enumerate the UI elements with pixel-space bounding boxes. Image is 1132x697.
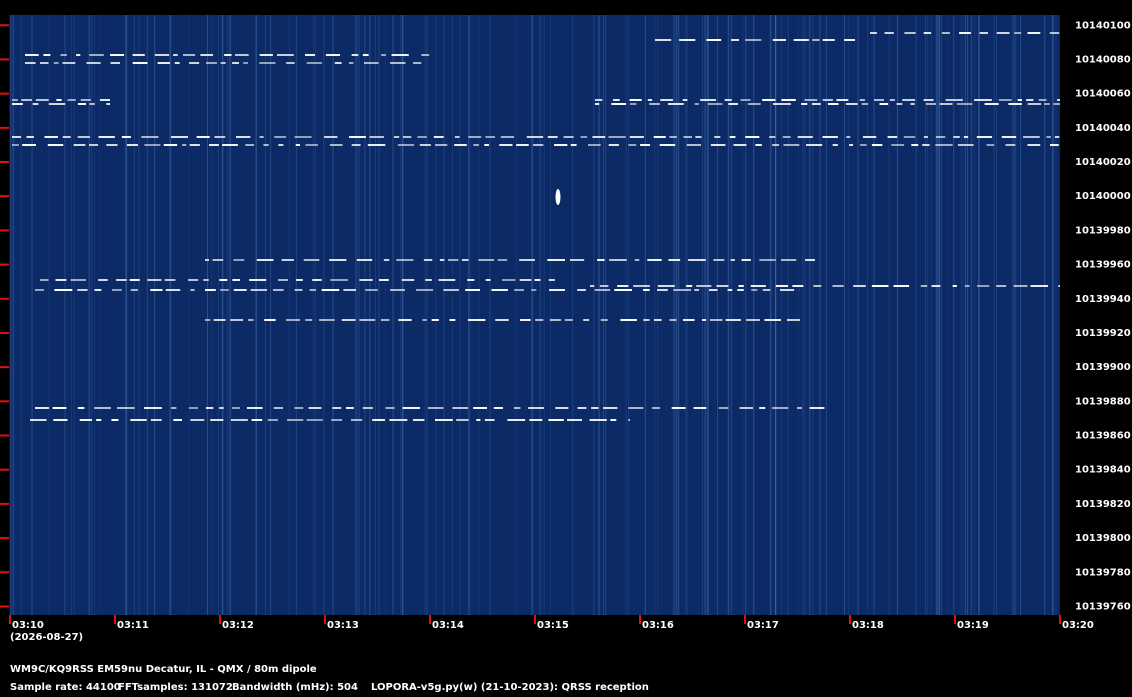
x-tick-label: 03:11 [117,620,149,631]
y-tick-label: 10139780 [1075,567,1131,578]
x-tick-label: 03:13 [327,620,359,631]
x-tick-label: 03:17 [747,620,779,631]
y-tick-label: 10140080 [1075,54,1131,65]
y-tick-label: 10139880 [1075,396,1131,407]
waterfall-texture [9,15,1060,615]
x-tick-label: 03:15 [537,620,569,631]
x-tick-label: 03:12 [222,620,254,631]
y-tick-label: 10139840 [1075,465,1131,476]
y-tick-label: 10140000 [1075,191,1131,202]
x-tick-label: 03:16 [642,620,674,631]
waterfall [10,15,1060,615]
y-tick-label: 10139900 [1075,362,1131,373]
y-tick-label: 10139800 [1075,533,1131,544]
x-tick-label: 03:20 [1062,620,1094,631]
fft-samples: FFTsamples: 131072 [118,682,233,693]
y-tick-label: 10139760 [1075,601,1131,612]
bandwidth: Bandwidth (mHz): 504 [232,682,358,693]
y-tick-label: 10139920 [1075,328,1131,339]
y-tick-label: 10139860 [1075,431,1131,442]
y-tick-label: 10140040 [1075,123,1131,134]
y-tick-label: 10140020 [1075,157,1131,168]
x-tick-label: 03:10 [12,620,44,631]
y-tick-label: 10139960 [1075,260,1131,271]
x-tick-label: 03:14 [432,620,464,631]
y-tick-label: 10139940 [1075,294,1131,305]
date-label: (2026-08-27) [10,632,83,643]
software: LOPORA-v5g.py(w) (21-10-2023): QRSS rece… [371,682,649,693]
x-tick-label: 03:19 [957,620,989,631]
x-tick-label: 03:18 [852,620,884,631]
y-tick-label: 10140060 [1075,89,1131,100]
y-tick-label: 10139980 [1075,225,1131,236]
y-tick-label: 10139820 [1075,499,1131,510]
sample-rate: Sample rate: 44100 [10,682,121,693]
y-tick-label: 10140100 [1075,20,1131,31]
signal-blob [555,189,561,205]
station-info: WM9C/KQ9RSS EM59nu Decatur, IL - QMX / 8… [10,664,317,675]
